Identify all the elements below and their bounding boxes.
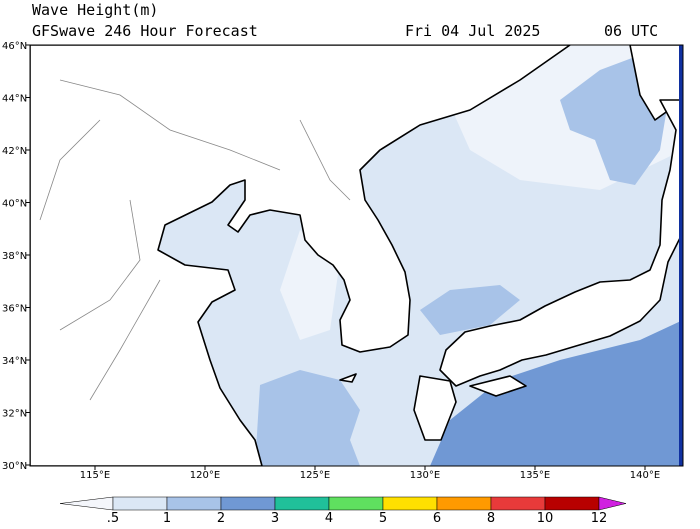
lon-label: 135°E [520,470,550,481]
honshu [439,99,683,387]
sea-medium [420,285,520,335]
map-title: Wave Height(m) [32,1,158,19]
colorbar-label: 8 [487,511,495,525]
colorbar-label: 2 [217,511,225,525]
colorbar-segment [490,496,546,511]
lat-label: 44°N [2,94,27,105]
shikoku [469,375,527,397]
colorbar-arrow [598,496,627,511]
lat-label: 38°N [2,251,27,262]
lat-label: 36°N [2,304,27,315]
lat-label: 32°N [2,409,27,420]
lat-label: 34°N [2,356,27,367]
colorbar-label: 6 [433,511,441,525]
colorbar-segment [544,496,600,511]
colorbar-arrow [59,496,114,511]
colorbar-label: 4 [325,511,333,525]
colorbar-segment [112,496,168,511]
lon-label: 115°E [80,470,110,481]
colorbar-label: 10 [537,511,554,525]
colorbar-segment [274,496,330,511]
colorbar-label: .5 [107,511,119,525]
colorbar-label: 12 [591,511,608,525]
lon-label: 130°E [410,470,440,481]
forecast-time: 06 UTC [604,22,658,40]
lon-label: 125°E [300,470,330,481]
map-subtitle: GFSwave 246 Hour Forecast [32,22,258,40]
lon-label: 120°E [190,470,220,481]
map-area [30,45,683,466]
colorbar-segment [328,496,384,511]
lat-label: 30°N [2,461,27,472]
colorbar-segment [166,496,222,511]
colorbar-label: 3 [271,511,279,525]
lon-label: 140°E [630,470,660,481]
edge-strip [679,45,683,466]
lat-label: 40°N [2,199,27,210]
kyushu [413,375,457,441]
forecast-date: Fri 04 Jul 2025 [405,22,540,40]
colorbar-segment [220,496,276,511]
lat-label: 46°N [2,41,27,52]
sea-dark [430,320,683,466]
jeju [339,373,357,383]
sea-medium [255,370,360,466]
colorbar-label: 5 [379,511,387,525]
lat-label: 42°N [2,146,27,157]
colorbar-segment [382,496,438,511]
mainland [30,45,571,466]
province-borders [39,79,351,401]
colorbar-segment [436,496,492,511]
colorbar-label: 1 [163,511,171,525]
